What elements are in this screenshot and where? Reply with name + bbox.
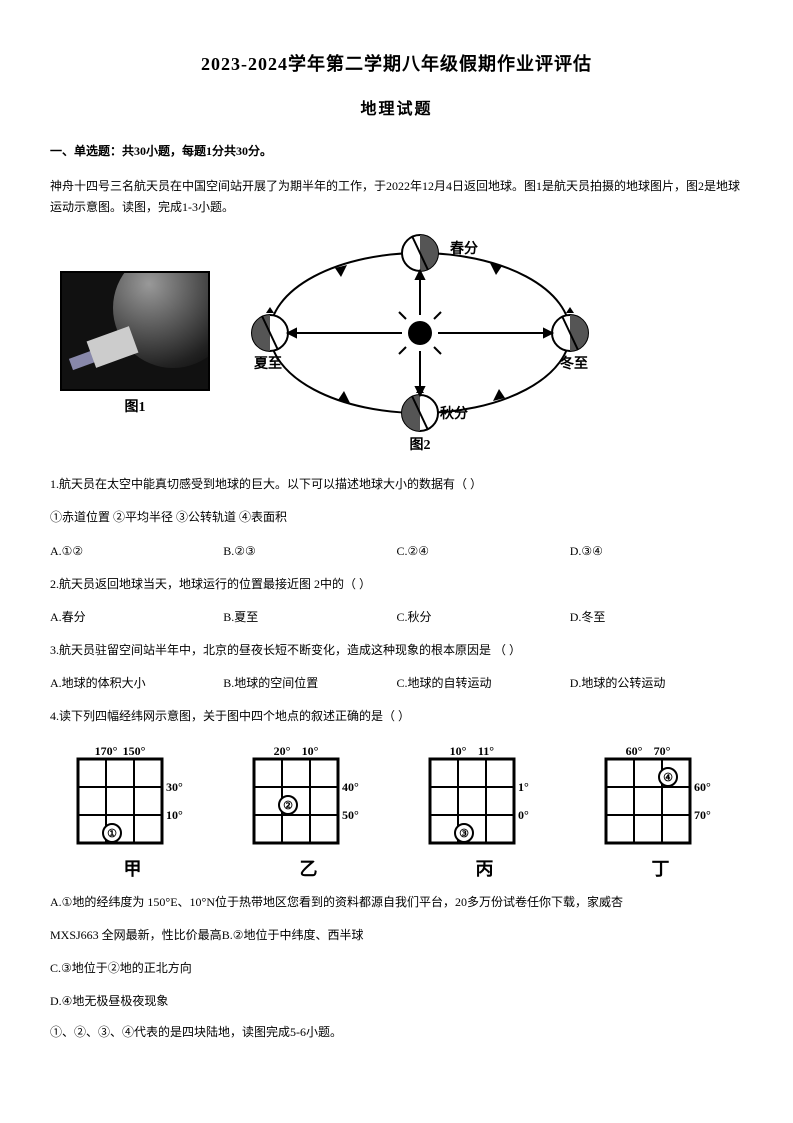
svg-text:60°: 60° xyxy=(626,744,643,758)
q2-opt-b: B.夏至 xyxy=(223,608,396,627)
title-sub: 地理试题 xyxy=(50,97,743,123)
q3-opt-d: D.地球的公转运动 xyxy=(570,674,743,693)
q4-opt-c: C.③地位于②地的正北方向 xyxy=(50,957,743,980)
label-qiufen: 秋分 xyxy=(440,405,468,422)
svg-text:④: ④ xyxy=(663,772,673,784)
watermark-note-1: 您看到的资料都源自我们平台，20多万份试卷任你下载，家威杏 xyxy=(287,895,623,909)
svg-text:30°: 30° xyxy=(166,780,183,794)
svg-text:170°: 170° xyxy=(95,744,118,758)
globe-left xyxy=(252,307,288,351)
svg-text:11°: 11° xyxy=(478,744,494,758)
q1-text: 1.航天员在太空中能真切感受到地球的巨大。以下可以描述地球大小的数据有（ ） xyxy=(50,475,743,494)
q4-opt-a-line2: MXSJ663 全网最新，性比价最高B.②地位于中纬度、西半球 xyxy=(50,924,743,947)
svg-text:70°: 70° xyxy=(694,808,711,822)
q3-text: 3.航天员驻留空间站半年中，北京的昼夜长短不断变化，造成这种现象的根本原因是 （… xyxy=(50,641,743,660)
grid-ding: 60° 70° 60° 70° ④ 丁 xyxy=(588,741,733,884)
grid-yi-label: 乙 xyxy=(236,855,381,884)
section-heading: 一、单选题：共30小题，每题1分共30分。 xyxy=(50,142,743,161)
q1-options: A.①② B.②③ C.②④ D.③④ xyxy=(50,542,743,561)
grid-bing-label: 丙 xyxy=(412,855,557,884)
watermark-note-2: MXSJ663 全网最新，性比价最高 xyxy=(50,928,222,942)
q4-text: 4.读下列四幅经纬网示意图，关于图中四个地点的叙述正确的是（ ） xyxy=(50,707,743,726)
q1-opt-d: D.③④ xyxy=(570,542,743,561)
figure-row: 图1 xyxy=(60,233,743,457)
tail-text: ①、②、③、④代表的是四块陆地，读图完成5-6小题。 xyxy=(50,1023,743,1042)
label-xiazhi: 夏至 xyxy=(254,355,282,372)
figure-1: 图1 xyxy=(60,271,210,419)
satellite-icon xyxy=(87,326,139,368)
q2-text: 2.航天员返回地球当天，地球运行的位置最接近图 2中的（ ） xyxy=(50,575,743,594)
q1-opt-a: A.①② xyxy=(50,542,223,561)
q2-opt-c: C.秋分 xyxy=(397,608,570,627)
svg-text:①: ① xyxy=(107,828,117,840)
svg-text:50°: 50° xyxy=(342,808,359,822)
label-chunfen: 春分 xyxy=(449,240,478,257)
globe-top xyxy=(402,233,438,271)
globe-right xyxy=(552,307,588,351)
grid-jia: 170° 150° 30° 10° ① 甲 xyxy=(60,741,205,884)
q3-opt-b: B.地球的空间位置 xyxy=(223,674,396,693)
svg-text:②: ② xyxy=(283,800,293,812)
q2-opt-a: A.春分 xyxy=(50,608,223,627)
q4-opt-a: A.①地的经纬度为 150°E、10°N位于热带地区您看到的资料都源自我们平台，… xyxy=(50,891,743,914)
q4-opt-a-pre: A.①地的经纬度为 150°E、10°N位于热带地区 xyxy=(50,895,287,909)
grids-row: 170° 150° 30° 10° ① 甲 20° 10° 40° 50° ② 乙 10° 11°… xyxy=(50,741,743,884)
orbit-diagram: 春分 冬至 秋分 夏至 xyxy=(240,233,600,433)
grid-yi: 20° 10° 40° 50° ② 乙 xyxy=(236,741,381,884)
q4-opt-d: D.④地无极昼极夜现象 xyxy=(50,990,743,1013)
svg-text:60°: 60° xyxy=(694,780,711,794)
q3-opt-a: A.地球的体积大小 xyxy=(50,674,223,693)
title-main: 2023-2024学年第二学期八年级假期作业评评估 xyxy=(50,50,743,79)
svg-text:70°: 70° xyxy=(654,744,671,758)
q3-options: A.地球的体积大小 B.地球的空间位置 C.地球的自转运动 D.地球的公转运动 xyxy=(50,674,743,693)
q1-sub: ①赤道位置 ②平均半径 ③公转轨道 ④表面积 xyxy=(50,508,743,527)
grid-bing: 10° 11° 1° 0° ③ 丙 xyxy=(412,741,557,884)
q2-options: A.春分 B.夏至 C.秋分 D.冬至 xyxy=(50,608,743,627)
grid-ding-label: 丁 xyxy=(588,855,733,884)
q1-opt-c: C.②④ xyxy=(397,542,570,561)
figure-2: 春分 冬至 秋分 夏至 图2 xyxy=(240,233,600,457)
q1-opt-b: B.②③ xyxy=(223,542,396,561)
figure-1-image xyxy=(60,271,210,391)
svg-text:10°: 10° xyxy=(302,744,319,758)
svg-text:1°: 1° xyxy=(518,780,529,794)
q4-opt-b: B.②地位于中纬度、西半球 xyxy=(222,928,364,942)
q2-opt-d: D.冬至 xyxy=(570,608,743,627)
svg-text:20°: 20° xyxy=(274,744,291,758)
figure-2-label: 图2 xyxy=(240,435,600,457)
grid-jia-label: 甲 xyxy=(60,855,205,884)
intro-paragraph: 神舟十四号三名航天员在中国空间站开展了为期半年的工作，于2022年12月4日返回… xyxy=(50,176,743,219)
q3-opt-c: C.地球的自转运动 xyxy=(397,674,570,693)
svg-text:0°: 0° xyxy=(518,808,529,822)
svg-text:10°: 10° xyxy=(450,744,467,758)
svg-text:40°: 40° xyxy=(342,780,359,794)
figure-1-label: 图1 xyxy=(60,397,210,419)
svg-text:150°: 150° xyxy=(123,744,146,758)
label-dongzhi: 冬至 xyxy=(560,355,588,372)
svg-text:③: ③ xyxy=(459,828,469,840)
svg-text:10°: 10° xyxy=(166,808,183,822)
